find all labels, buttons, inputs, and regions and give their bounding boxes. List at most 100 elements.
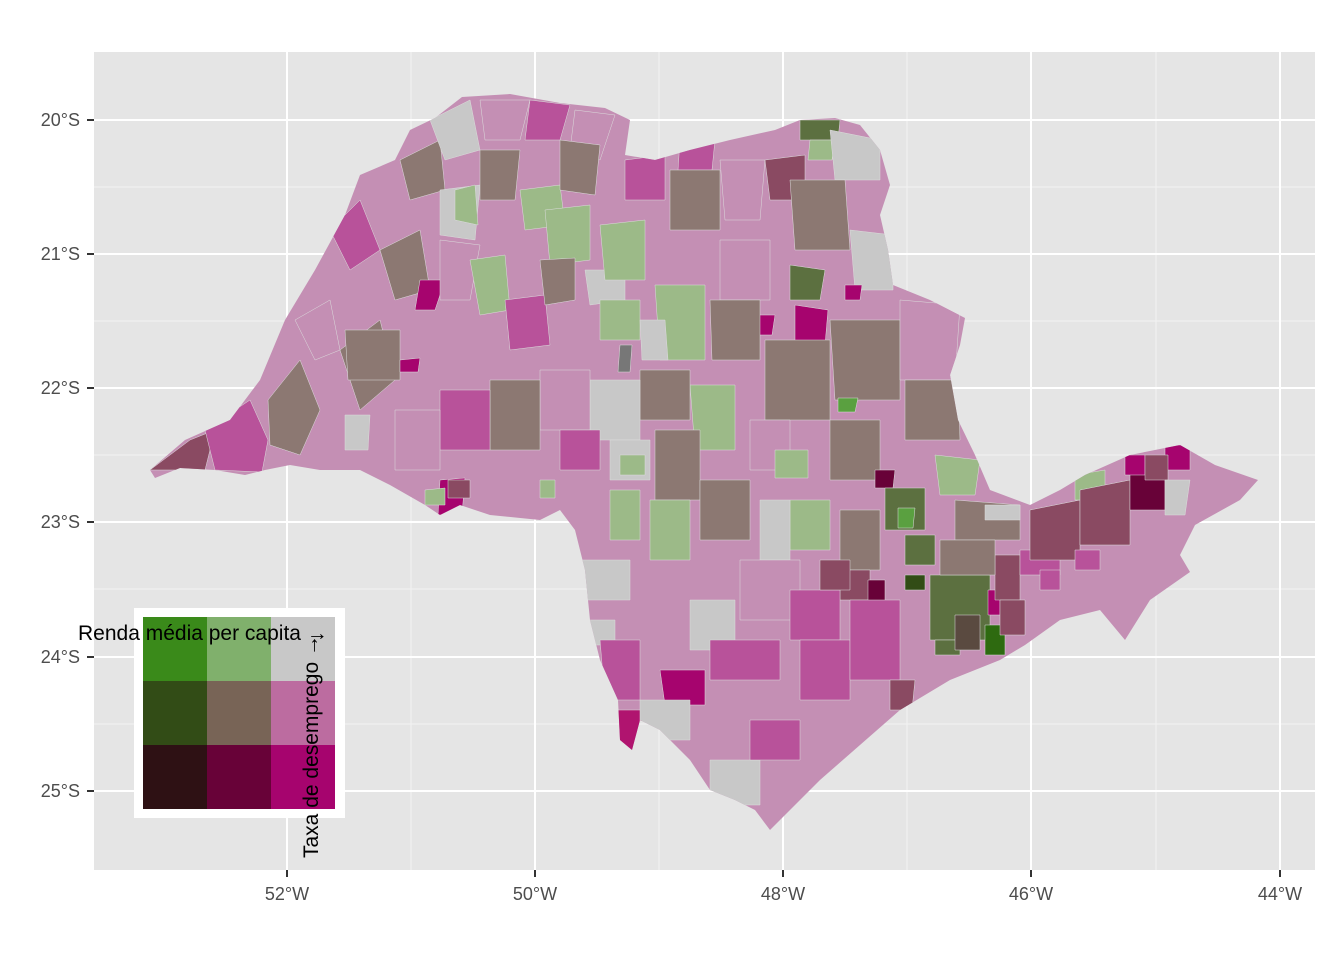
municipality-region	[999, 599, 1026, 636]
municipality-region	[1164, 444, 1191, 471]
x-tick-label: 46°W	[1009, 884, 1053, 904]
municipality-region	[837, 397, 859, 413]
municipality-region	[897, 507, 916, 529]
municipality-region	[539, 257, 576, 306]
legend-cell	[143, 745, 207, 809]
municipality-region	[479, 149, 521, 201]
municipality-region	[539, 369, 591, 431]
municipality-region	[709, 639, 781, 681]
legend-grid	[143, 617, 335, 809]
municipality-region	[344, 414, 371, 451]
municipality-region	[719, 159, 766, 221]
municipality-region	[709, 759, 761, 806]
y-tick-label: 25°S	[41, 781, 80, 801]
municipality-region	[1124, 454, 1146, 476]
municipality-region	[559, 139, 601, 196]
municipality-region	[414, 279, 446, 311]
municipality-region	[759, 499, 791, 561]
municipality-region	[204, 399, 269, 473]
municipality-region	[839, 509, 881, 571]
municipality-region	[789, 264, 826, 301]
municipality-region	[659, 669, 706, 706]
legend-cell	[271, 617, 335, 681]
municipality-region	[579, 559, 631, 601]
municipality-region	[1164, 479, 1191, 516]
x-tick-label: 44°W	[1258, 884, 1302, 904]
municipality-region	[609, 489, 641, 541]
x-axis-ticks	[286, 870, 1281, 877]
municipality-region	[344, 329, 401, 381]
municipality-region	[439, 239, 481, 301]
municipality-region	[794, 304, 829, 346]
x-tick-label: 50°W	[513, 884, 557, 904]
municipality-region	[934, 639, 961, 656]
municipality-region	[934, 454, 981, 496]
municipality-region	[904, 534, 936, 566]
y-tick-label: 20°S	[41, 110, 80, 130]
y-tick-label: 24°S	[41, 647, 80, 667]
municipality-region	[984, 504, 1021, 521]
municipality-region	[899, 299, 961, 381]
municipality-region	[447, 479, 471, 499]
municipality-region	[749, 719, 801, 761]
municipality-region	[639, 369, 691, 421]
municipality-region	[789, 179, 851, 251]
municipality-region	[559, 429, 601, 471]
legend-cell	[271, 681, 335, 745]
municipality-region	[649, 499, 691, 561]
y-tick-label: 22°S	[41, 378, 80, 398]
municipality-region	[904, 379, 961, 441]
municipality-region	[774, 449, 809, 479]
municipality-region	[544, 204, 591, 266]
bivariate-legend: Renda média per capita → Taxa de desempr…	[78, 608, 345, 858]
municipality-region	[539, 479, 556, 499]
y-tick-label: 23°S	[41, 512, 80, 532]
legend-cell	[271, 745, 335, 809]
legend-cell	[143, 681, 207, 745]
municipality-region	[904, 574, 926, 591]
municipality-region	[439, 389, 491, 451]
municipality-region	[829, 319, 901, 401]
municipality-region	[874, 469, 896, 489]
municipality-region	[789, 589, 841, 641]
municipality-region	[829, 129, 881, 181]
legend-cell	[143, 617, 207, 681]
municipality-region	[599, 219, 646, 281]
municipality-region	[1079, 479, 1131, 546]
legend-x-label: Renda média per capita →	[78, 622, 328, 645]
municipality-region	[699, 479, 751, 541]
municipality-region	[844, 284, 863, 301]
municipality-region	[954, 614, 981, 651]
municipality-region	[504, 294, 551, 351]
municipality-region	[454, 184, 479, 226]
municipalities	[150, 99, 1191, 806]
legend-y-label: Taxa de desemprego →	[300, 635, 323, 858]
municipality-region	[624, 154, 666, 201]
municipality-region	[789, 499, 831, 551]
municipality-region	[939, 539, 996, 576]
legend-cell	[207, 617, 271, 681]
municipality-region	[1074, 549, 1101, 571]
municipality-region	[719, 239, 771, 301]
municipality-region	[1029, 499, 1081, 561]
municipality-region	[489, 379, 541, 451]
municipality-region	[709, 299, 761, 361]
y-tick-label: 21°S	[41, 244, 80, 264]
y-axis-ticks	[87, 119, 94, 792]
municipality-region	[764, 339, 831, 421]
municipality-region	[399, 357, 421, 373]
municipality-region	[1039, 569, 1061, 591]
municipality-region	[669, 169, 721, 231]
municipality-region	[799, 639, 851, 701]
municipality-region	[849, 599, 901, 681]
municipality-region	[267, 359, 321, 456]
municipality-region	[654, 429, 701, 501]
x-tick-label: 48°W	[761, 884, 805, 904]
municipality-region	[819, 559, 851, 591]
y-axis-labels: 20°S 21°S 22°S 23°S 24°S 25°S	[41, 110, 80, 801]
municipality-region	[617, 344, 633, 373]
municipality-region	[619, 454, 646, 476]
municipality-region	[424, 487, 446, 506]
municipality-region	[689, 384, 736, 451]
